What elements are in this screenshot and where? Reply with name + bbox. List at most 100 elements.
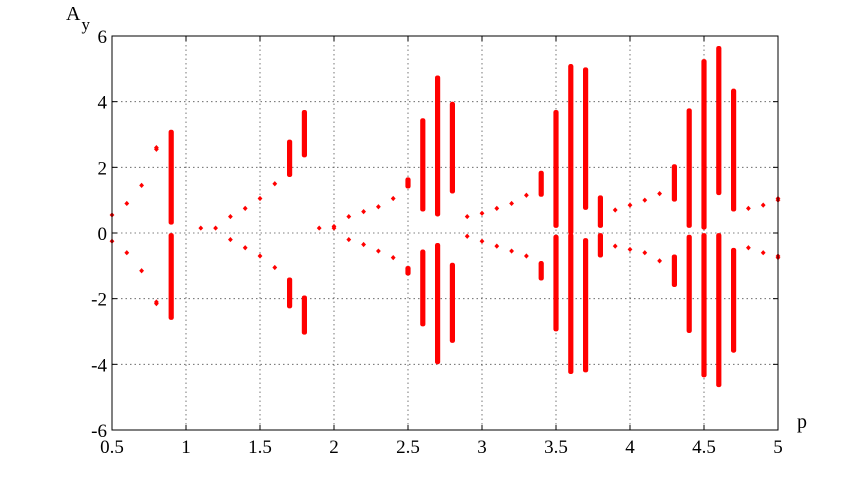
data-point-cluster [553, 110, 559, 228]
x-tick-label: 3 [477, 437, 487, 458]
data-point-cluster [168, 233, 174, 320]
data-point [494, 205, 500, 211]
data-point-cluster [301, 295, 307, 335]
data-point [627, 202, 633, 208]
data-point [124, 250, 130, 256]
data-point [257, 195, 263, 202]
data-point [272, 181, 278, 187]
data-point-cluster [449, 262, 455, 343]
data-point [657, 258, 662, 264]
data-point-cluster [435, 75, 441, 217]
data-point-cluster [686, 108, 692, 228]
data-point [464, 233, 470, 239]
x-tick-label: 5 [773, 437, 783, 458]
y-tick-label: -4 [91, 355, 107, 376]
data-point-cluster [568, 64, 574, 235]
data-point [509, 200, 514, 207]
y-tick-label: -6 [91, 421, 107, 442]
data-point [657, 191, 662, 197]
data-point-cluster [420, 118, 426, 212]
data-point-cluster [583, 67, 589, 210]
data-point-cluster [449, 101, 455, 194]
x-tick-label: 0.5 [100, 437, 124, 458]
y-tick-label: -2 [91, 290, 107, 311]
data-point [760, 202, 766, 208]
data-point [124, 200, 130, 207]
data-marks [109, 45, 781, 388]
data-point-cluster [405, 265, 411, 276]
data-point-cluster [538, 170, 544, 197]
data-point-cluster [538, 261, 544, 281]
y-tick-label: 6 [98, 27, 108, 48]
data-point [154, 145, 159, 151]
tick-marks [111, 35, 779, 431]
data-point [376, 204, 381, 210]
data-point [612, 243, 618, 249]
data-point [612, 207, 618, 213]
data-point [509, 248, 514, 254]
data-point-cluster [671, 164, 677, 202]
data-point [139, 182, 144, 188]
data-point [316, 225, 322, 231]
x-tick-label: 2 [329, 437, 339, 458]
data-point [257, 253, 263, 259]
y-tick-label: 4 [98, 93, 108, 114]
data-point [228, 236, 233, 243]
y-tick-label: 0 [98, 224, 108, 245]
data-point [346, 213, 352, 220]
data-point [361, 241, 366, 248]
data-point-cluster [597, 195, 603, 228]
data-point [479, 238, 485, 244]
data-point-cluster [405, 177, 411, 189]
data-point [627, 246, 633, 253]
data-point [524, 192, 529, 198]
data-point [390, 195, 396, 202]
data-point [272, 264, 278, 271]
data-point [524, 253, 529, 259]
data-point-cluster [701, 233, 707, 378]
y-axis-title-subscript: y [81, 15, 90, 34]
data-point-cluster [597, 233, 603, 258]
data-point [746, 245, 751, 251]
x-tick-label: 4 [625, 437, 635, 458]
data-point-cluster [583, 238, 589, 373]
data-point [213, 225, 218, 231]
data-point [242, 245, 248, 251]
data-point-cluster [671, 254, 677, 288]
data-point-cluster [701, 59, 707, 230]
y-axis-title: Ay [66, 3, 90, 34]
data-point-cluster [287, 139, 293, 178]
data-point-cluster [553, 234, 559, 332]
data-point [479, 210, 485, 216]
data-point-cluster [435, 242, 441, 365]
x-tick-label: 3.5 [544, 437, 568, 458]
data-point-cluster [731, 247, 737, 353]
data-point [139, 268, 144, 274]
data-point [361, 209, 366, 215]
x-tick-label: 1.5 [248, 437, 272, 458]
grid-lines [112, 36, 778, 430]
data-point-cluster [568, 233, 574, 375]
data-point [346, 236, 352, 243]
data-point-cluster [716, 233, 722, 388]
x-tick-label: 2.5 [396, 437, 420, 458]
data-point-cluster [301, 110, 307, 158]
data-point [746, 205, 751, 211]
data-point [760, 250, 766, 256]
data-point-cluster [716, 45, 722, 196]
data-point-cluster [686, 234, 692, 333]
data-point [242, 205, 248, 211]
data-point-cluster [168, 129, 174, 225]
data-point-cluster [420, 249, 426, 327]
data-point [376, 248, 381, 254]
x-tick-label: 1 [181, 437, 191, 458]
data-point [494, 243, 500, 249]
data-point [390, 255, 396, 261]
data-point [228, 213, 233, 220]
data-point [642, 250, 648, 256]
data-point-cluster [731, 88, 737, 212]
data-point [154, 300, 159, 307]
data-point [642, 197, 648, 203]
y-tick-label: 2 [98, 158, 108, 179]
